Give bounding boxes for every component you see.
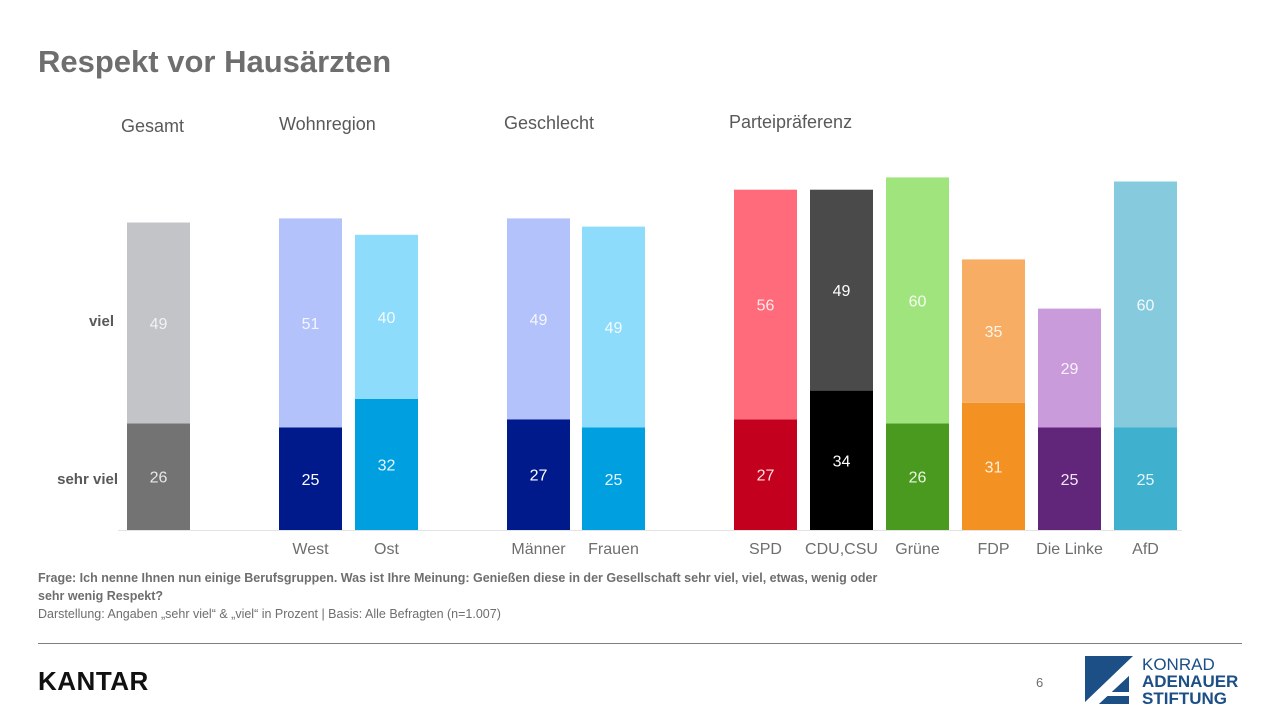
value-label-sehr-viel-afd: 25	[1137, 472, 1155, 489]
bar-viel-die-linke	[1038, 308, 1101, 428]
bar-sehr-viel-grüne	[886, 423, 949, 530]
value-label-viel-frauen: 49	[605, 320, 623, 337]
value-label-viel-die-linke: 29	[1061, 361, 1079, 378]
bar-viel-frauen	[582, 226, 645, 428]
category-label-grüne: Grüne	[895, 541, 940, 558]
bar-sehr-viel-ost	[355, 398, 418, 530]
bar-sehr-viel-fdp	[962, 402, 1025, 530]
kantar-logo: KANTAR	[38, 666, 149, 696]
category-label-spd: SPD	[749, 541, 782, 558]
value-label-viel-afd: 60	[1137, 298, 1155, 315]
category-label-die-linke: Die Linke	[1036, 541, 1103, 558]
value-label-sehr-viel-grüne: 26	[909, 470, 927, 487]
row-label-viel: viel	[88, 313, 114, 330]
bar-sehr-viel-spd	[734, 419, 797, 530]
bar-viel-cdu-csu	[810, 189, 873, 391]
category-label-fdp: FDP	[978, 541, 1010, 558]
category-label-cdu-csu: CDU,CSU	[805, 541, 878, 558]
value-label-sehr-viel-cdu-csu: 34	[833, 453, 851, 470]
category-label-männer: Männer	[511, 541, 566, 558]
group-label-geschlecht: Geschlecht	[504, 113, 595, 133]
value-label-viel-ost: 40	[378, 310, 396, 327]
group-label-gesamt: Gesamt	[121, 116, 185, 136]
bar-viel-west	[279, 218, 342, 428]
category-label-ost: Ost	[374, 541, 399, 558]
value-label-sehr-viel-die-linke: 25	[1061, 472, 1079, 489]
value-label-viel-west: 51	[302, 316, 320, 333]
category-label-frauen: Frauen	[588, 541, 639, 558]
category-label-afd: AfD	[1132, 541, 1159, 558]
bar-sehr-viel-cdu-csu	[810, 390, 873, 530]
value-label-viel-spd: 56	[757, 298, 775, 315]
kas-logo-icon	[1085, 656, 1135, 704]
bar-viel-afd	[1114, 181, 1177, 428]
footer-divider	[38, 643, 1242, 644]
bar-viel-gesamt	[127, 222, 190, 424]
bar-sehr-viel-gesamt	[127, 423, 190, 530]
kas-line-2: ADENAUER	[1142, 672, 1239, 691]
value-label-viel-grüne: 60	[909, 293, 927, 310]
category-label-west: West	[292, 541, 329, 558]
group-label-parteipraeferenz: Parteipräferenz	[729, 112, 853, 132]
kas-line-1: KONRAD	[1142, 655, 1215, 674]
bar-viel-grüne	[886, 177, 949, 424]
footnote-basis: Darstellung: Angaben „sehr viel“ & „viel…	[38, 607, 501, 621]
bar-sehr-viel-frauen	[582, 427, 645, 530]
value-label-sehr-viel-spd: 27	[757, 468, 775, 485]
bar-viel-spd	[734, 189, 797, 420]
page-title: Respekt vor Hausärzten	[38, 44, 392, 79]
footnote-question: Frage: Ich nenne Ihnen nun einige Berufs…	[38, 571, 878, 603]
value-label-viel-fdp: 35	[985, 324, 1003, 341]
row-label-sehr-viel: sehr viel	[57, 471, 118, 488]
bar-sehr-viel-west	[279, 427, 342, 530]
page-number: 6	[1036, 675, 1044, 690]
group-label-wohnregion: Wohnregion	[279, 114, 376, 134]
value-label-viel-gesamt: 49	[150, 316, 168, 333]
bar-sehr-viel-die-linke	[1038, 427, 1101, 530]
value-label-sehr-viel-west: 25	[302, 472, 320, 489]
value-label-sehr-viel-fdp: 31	[985, 459, 1003, 476]
value-label-sehr-viel-männer: 27	[530, 468, 548, 485]
value-label-sehr-viel-ost: 32	[378, 457, 396, 474]
kas-logo-text: KONRAD ADENAUER STIFTUNG	[1142, 656, 1238, 707]
bar-sehr-viel-afd	[1114, 427, 1177, 530]
bar-viel-ost	[355, 234, 418, 399]
bar-sehr-viel-männer	[507, 419, 570, 530]
value-label-sehr-viel-gesamt: 26	[150, 470, 168, 487]
kas-line-3: STIFTUNG	[1142, 689, 1227, 708]
value-label-viel-männer: 49	[530, 312, 548, 329]
bar-viel-fdp	[962, 259, 1025, 403]
footnote: Frage: Ich nenne Ihnen nun einige Berufs…	[38, 569, 878, 623]
value-label-sehr-viel-frauen: 25	[605, 472, 623, 489]
value-label-viel-cdu-csu: 49	[833, 283, 851, 300]
bar-viel-männer	[507, 218, 570, 420]
